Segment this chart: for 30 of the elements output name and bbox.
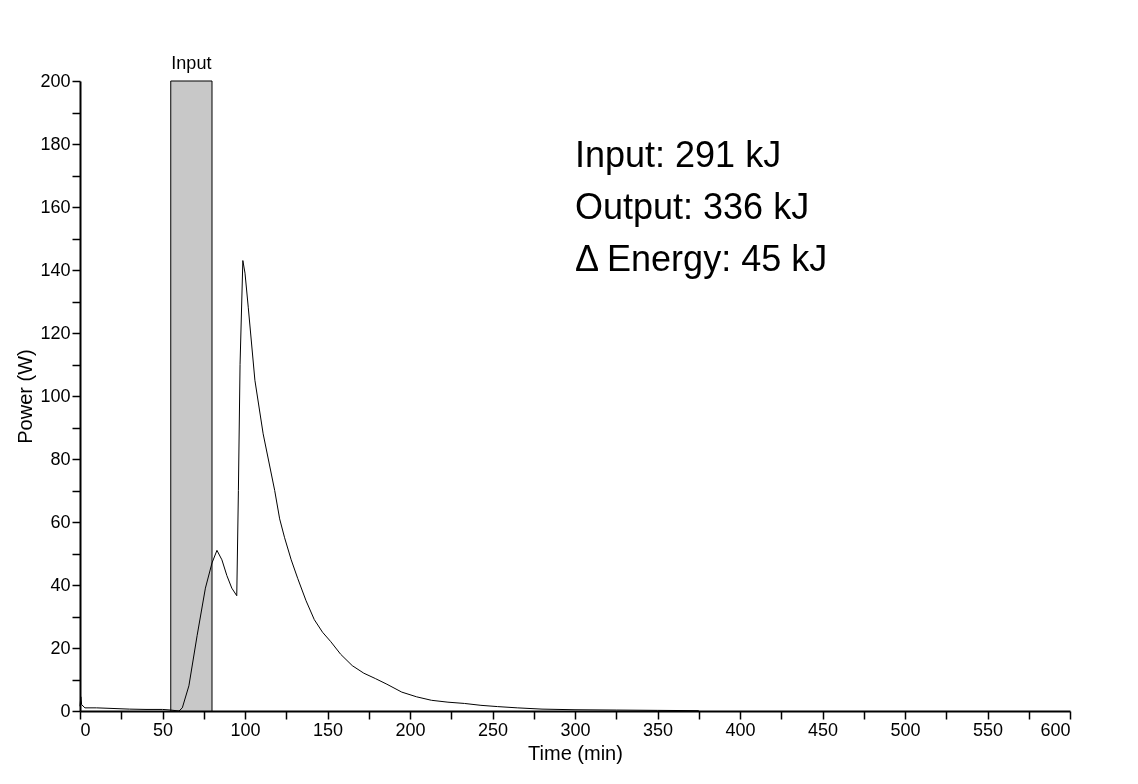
x-tick-label: 150 — [312, 719, 344, 740]
x-tick-label: 550 — [972, 719, 1004, 740]
x-tick-label: 100 — [230, 719, 261, 740]
y-tick-label: 180 — [40, 133, 71, 154]
annotation: Input: 291 kJ — [575, 134, 782, 175]
x-tick-label: 350 — [642, 719, 674, 740]
y-axis-title: Power (W) — [14, 349, 37, 444]
annotation: Δ Energy: 45 kJ — [575, 238, 828, 279]
x-tick-label: 250 — [477, 719, 509, 740]
x-tick-label: 600 — [1040, 719, 1071, 740]
x-tick-label: 500 — [890, 719, 921, 740]
x-axis-title: Time (min) — [528, 741, 623, 764]
y-tick-label: 60 — [50, 511, 71, 532]
x-tick-label: 400 — [725, 719, 756, 740]
x-tick-label: 450 — [807, 719, 839, 740]
y-tick-label: 100 — [40, 385, 71, 406]
y-tick-label: 0 — [60, 700, 71, 721]
y-tick-label: 160 — [40, 196, 71, 217]
y-tick-label: 40 — [50, 574, 71, 595]
y-tick-label: 200 — [40, 70, 71, 91]
x-tick-label: 0 — [80, 719, 91, 740]
x-tick-label: 50 — [152, 719, 174, 740]
y-tick-label: 20 — [50, 637, 71, 658]
x-tick-label: 300 — [560, 719, 591, 740]
band-label: Input — [171, 53, 212, 73]
x-tick-label: 200 — [395, 719, 426, 740]
y-tick-label: 140 — [40, 259, 71, 280]
y-tick-label: 80 — [50, 448, 71, 469]
annotation: Output: 336 kJ — [575, 186, 810, 227]
y-tick-label: 120 — [40, 322, 71, 343]
